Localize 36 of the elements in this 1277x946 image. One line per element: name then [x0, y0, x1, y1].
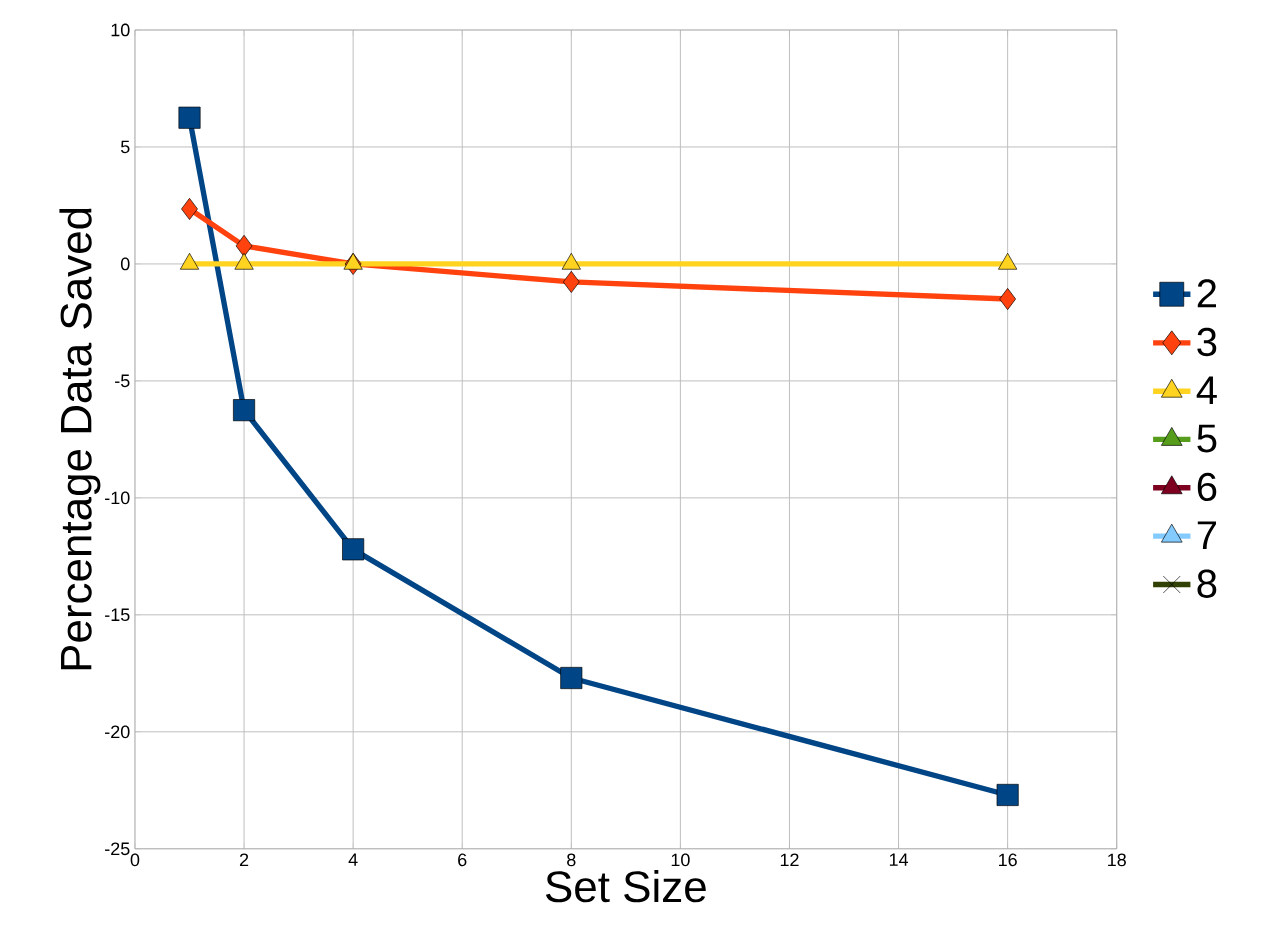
y-tick-label: -20 — [105, 725, 130, 739]
x-tick-label: 16 — [999, 853, 1017, 867]
legend-label: 7 — [1197, 521, 1216, 550]
point — [560, 667, 583, 690]
y-tick-label: -10 — [105, 491, 130, 505]
x-tick-label: 6 — [458, 853, 467, 867]
legend-label: 6 — [1197, 472, 1217, 502]
point — [235, 235, 253, 258]
point — [342, 538, 365, 561]
legend-label: 8 — [1197, 569, 1217, 598]
point — [233, 399, 256, 422]
x-tick-label: 4 — [348, 853, 358, 866]
y-tick-label: -25 — [105, 842, 130, 856]
y-tick-label: -15 — [105, 608, 130, 622]
y-tick-label: 10 — [111, 23, 130, 37]
point — [999, 288, 1016, 311]
x-tick-label: 18 — [1108, 853, 1126, 867]
legend-label: 3 — [1197, 327, 1217, 357]
legend-label: 4 — [1196, 376, 1217, 405]
x-tick-label: 10 — [671, 853, 690, 867]
x-axis-title: Set Size — [545, 870, 706, 903]
y-axis-title: Percentage Data Saved — [59, 208, 101, 670]
y-tick-label: 5 — [120, 140, 130, 154]
point — [181, 198, 198, 221]
y-tick-label: 0 — [120, 257, 130, 271]
point — [178, 106, 201, 129]
x-tick-label: 0 — [130, 853, 140, 867]
legend-label: 5 — [1197, 424, 1217, 453]
x-tick-label: 14 — [889, 853, 909, 866]
x-tick-label: 12 — [780, 853, 799, 867]
point — [562, 271, 580, 294]
legend-label: 2 — [1197, 279, 1216, 308]
point — [996, 784, 1019, 807]
x-tick-label: 8 — [567, 853, 576, 867]
x-tick-label: 2 — [239, 853, 249, 867]
y-tick-label: -5 — [115, 374, 130, 388]
